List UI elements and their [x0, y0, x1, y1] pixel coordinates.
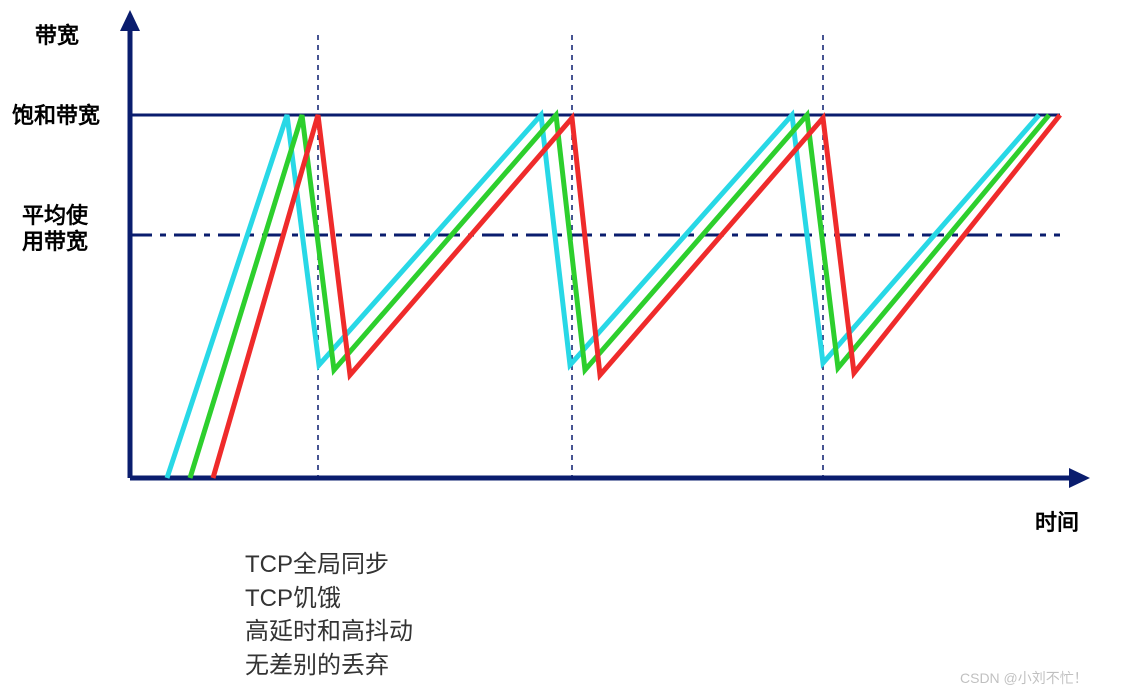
caption-block: TCP全局同步 TCP饥饿 高延时和高抖动 无差别的丢弃	[245, 548, 413, 682]
avg-label-line2: 用带宽	[22, 229, 88, 254]
x-axis-title: 时间	[1035, 505, 1079, 537]
avg-label-line1: 平均使	[22, 203, 88, 228]
caption-line-1: TCP全局同步	[245, 548, 413, 582]
saturation-bandwidth-label: 饱和带宽	[12, 98, 100, 130]
watermark-text: CSDN @小刘不忙！	[960, 668, 1088, 688]
tcp-sync-diagram	[0, 0, 1121, 691]
y-axis-title: 带宽	[35, 18, 79, 50]
caption-line-4: 无差别的丢弃	[245, 649, 413, 683]
avg-bandwidth-label: 平均使 用带宽	[22, 203, 88, 256]
caption-line-3: 高延时和高抖动	[245, 615, 413, 649]
caption-line-2: TCP饥饿	[245, 582, 413, 616]
